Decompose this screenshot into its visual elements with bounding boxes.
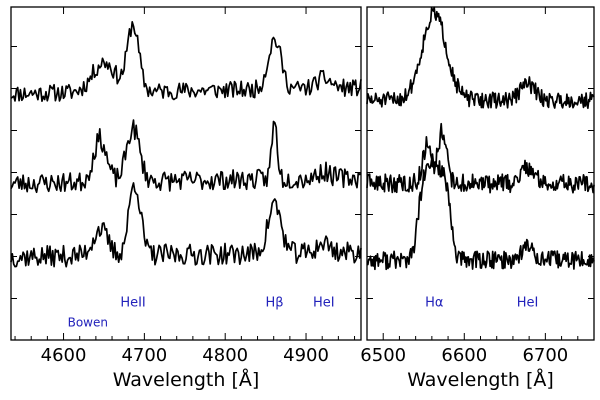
- left-xtick-label: 4600: [41, 345, 87, 366]
- right-xtick-label: 6500: [360, 345, 406, 366]
- left-x-axis-label: Wavelength [Å]: [113, 368, 260, 391]
- line-label-bowen: Bowen: [68, 316, 108, 330]
- right-xtick-label: 6600: [441, 345, 487, 366]
- left-spectrum-middle: [10, 119, 362, 194]
- left-xtick-label: 4700: [121, 345, 167, 366]
- right-x-axis-label: Wavelength [Å]: [407, 368, 554, 391]
- line-label-halpha: Hα: [425, 296, 443, 311]
- left-axes-frame: [10, 6, 362, 341]
- left-spectrum-top: [10, 21, 362, 102]
- line-label-hbeta: Hβ: [265, 296, 283, 311]
- line-label-hei: HeI: [313, 296, 335, 311]
- left-spectrum-bottom: [10, 182, 362, 268]
- right-spectrum-bottom: [366, 158, 595, 271]
- left-xtick-label: 4900: [283, 345, 329, 366]
- right-xtick-label: 6700: [522, 345, 568, 366]
- line-label-heii: HeII: [120, 296, 145, 311]
- right-spectrum-middle: [366, 122, 595, 194]
- right-axes-frame: [366, 6, 595, 341]
- left-xtick-label: 4800: [202, 345, 248, 366]
- panel-left: 4600 4700 4800 4900 Wavelength [Å] Bowen HeII H…: [10, 6, 362, 391]
- right-spectrum-top: [366, 6, 595, 110]
- line-label-hei: HeI: [517, 296, 539, 311]
